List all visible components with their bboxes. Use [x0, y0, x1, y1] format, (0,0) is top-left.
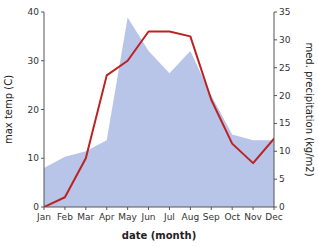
x-tick-label: Jan — [36, 212, 51, 222]
x-tick — [190, 207, 191, 210]
y-tick-label: 20 — [28, 105, 40, 115]
y-tick-label: 30 — [28, 56, 40, 66]
x-tick-label: Feb — [57, 212, 73, 222]
y2-tick-label: 20 — [279, 91, 291, 101]
y2-tick-label: 15 — [279, 118, 290, 128]
plot-area — [44, 18, 274, 207]
y2-tick-label: 0 — [279, 202, 285, 212]
x-tick-label: Jun — [141, 212, 156, 222]
y2-tick-label: 35 — [279, 7, 290, 17]
y-tick — [41, 12, 44, 13]
y-tick — [41, 158, 44, 159]
y-tick — [41, 60, 44, 61]
x-tick — [253, 207, 254, 210]
y2-tick-label: 30 — [279, 35, 291, 45]
x-tick-label: Apr — [99, 212, 115, 222]
x-tick — [127, 207, 128, 210]
x-tick — [64, 207, 65, 210]
y2-tick — [274, 39, 277, 40]
x-tick-label: Oct — [224, 212, 240, 222]
y2-tick-label: 25 — [279, 63, 290, 73]
y2-tick — [274, 95, 277, 96]
chart: JanFebMarAprMayJunJulAugSepOctNovDec0102… — [0, 0, 318, 247]
x-tick-label: Nov — [244, 212, 262, 222]
area — [44, 18, 274, 207]
x-tick — [211, 207, 212, 210]
y-tick — [41, 109, 44, 110]
line — [44, 32, 274, 208]
x-tick-label: May — [118, 212, 137, 222]
x-tick — [106, 207, 107, 210]
y2-tick — [274, 151, 277, 152]
y2-tick — [274, 67, 277, 68]
y-tick — [41, 207, 44, 208]
x-tick-label: Sep — [203, 212, 220, 222]
x-axis-line — [44, 207, 274, 208]
x-tick-label: Dec — [265, 212, 282, 222]
x-tick-label: Jul — [163, 212, 175, 222]
x-tick — [85, 207, 86, 210]
y-tick-label: 0 — [33, 202, 39, 212]
y-tick-label: 40 — [28, 7, 40, 17]
axes: JanFebMarAprMayJunJulAugSepOctNovDec0102… — [28, 7, 291, 222]
y2-tick — [274, 123, 277, 124]
y2-axis-label: med. precipitation (kg/m2) — [304, 42, 315, 176]
x-tick — [232, 207, 233, 210]
y2-tick — [274, 207, 277, 208]
y-axis-label: max temp (C) — [3, 75, 14, 144]
y-tick-label: 10 — [28, 153, 40, 163]
y2-tick — [274, 12, 277, 13]
x-axis-label: date (month) — [122, 230, 196, 241]
y2-axis-line — [274, 12, 275, 207]
y2-tick-label: 10 — [279, 146, 291, 156]
x-tick-label: Mar — [77, 212, 94, 222]
y2-tick — [274, 179, 277, 180]
x-tick — [148, 207, 149, 210]
x-tick-label: Aug — [182, 212, 200, 222]
y2-tick-label: 5 — [279, 174, 285, 184]
x-tick — [169, 207, 170, 210]
